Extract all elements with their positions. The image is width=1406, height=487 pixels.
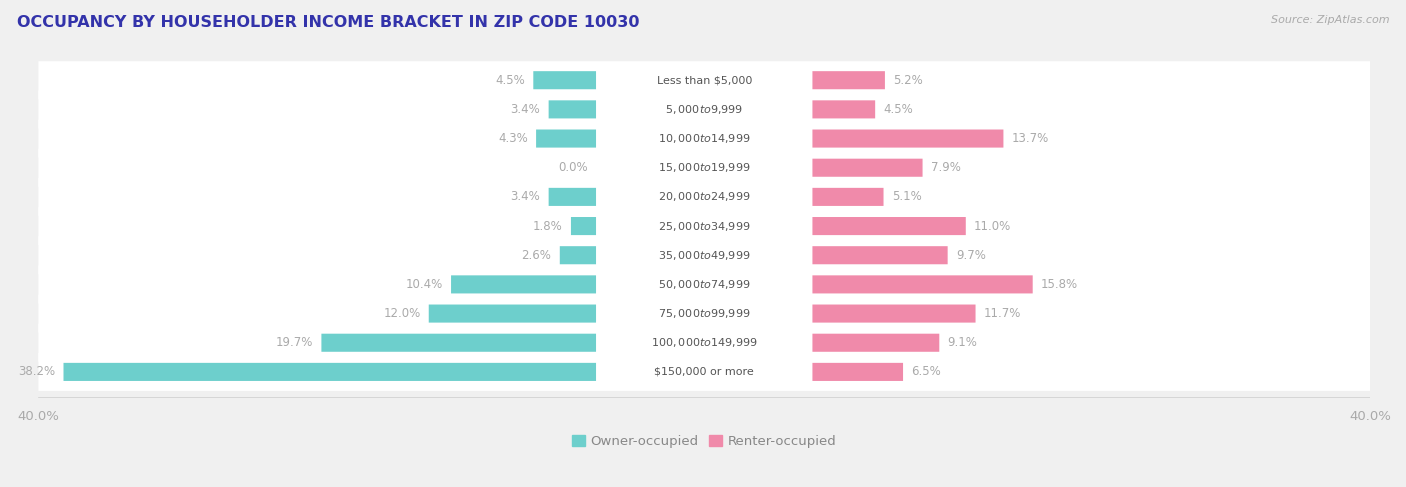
Text: 5.2%: 5.2% [893, 74, 922, 87]
FancyBboxPatch shape [38, 295, 1369, 333]
FancyBboxPatch shape [548, 100, 596, 118]
FancyBboxPatch shape [38, 353, 1369, 391]
FancyBboxPatch shape [813, 334, 939, 352]
FancyBboxPatch shape [813, 159, 922, 177]
Text: 9.7%: 9.7% [956, 249, 986, 262]
FancyBboxPatch shape [38, 324, 1369, 362]
Text: $10,000 to $14,999: $10,000 to $14,999 [658, 132, 751, 145]
FancyBboxPatch shape [38, 120, 1369, 157]
FancyBboxPatch shape [813, 130, 1004, 148]
Text: 13.7%: 13.7% [1012, 132, 1049, 145]
FancyBboxPatch shape [813, 188, 883, 206]
FancyBboxPatch shape [813, 363, 903, 381]
FancyBboxPatch shape [38, 61, 1369, 99]
FancyBboxPatch shape [813, 246, 948, 264]
FancyBboxPatch shape [38, 91, 1369, 129]
FancyBboxPatch shape [429, 304, 596, 322]
FancyBboxPatch shape [813, 304, 976, 322]
Text: 3.4%: 3.4% [510, 190, 540, 204]
Text: $100,000 to $149,999: $100,000 to $149,999 [651, 336, 758, 349]
Legend: Owner-occupied, Renter-occupied: Owner-occupied, Renter-occupied [567, 430, 842, 453]
Text: 9.1%: 9.1% [948, 336, 977, 349]
Text: 1.8%: 1.8% [533, 220, 562, 233]
FancyBboxPatch shape [813, 100, 875, 118]
Text: 4.3%: 4.3% [498, 132, 527, 145]
Text: 19.7%: 19.7% [276, 336, 314, 349]
FancyBboxPatch shape [38, 236, 1369, 274]
FancyBboxPatch shape [38, 149, 1369, 187]
Text: $150,000 or more: $150,000 or more [654, 367, 754, 377]
FancyBboxPatch shape [451, 275, 596, 294]
Text: 12.0%: 12.0% [384, 307, 420, 320]
FancyBboxPatch shape [322, 334, 596, 352]
Text: $50,000 to $74,999: $50,000 to $74,999 [658, 278, 751, 291]
Text: $25,000 to $34,999: $25,000 to $34,999 [658, 220, 751, 233]
Text: 11.7%: 11.7% [984, 307, 1021, 320]
FancyBboxPatch shape [38, 178, 1369, 216]
FancyBboxPatch shape [813, 71, 884, 89]
Text: 7.9%: 7.9% [931, 161, 960, 174]
Text: 5.1%: 5.1% [891, 190, 921, 204]
FancyBboxPatch shape [536, 130, 596, 148]
Text: $75,000 to $99,999: $75,000 to $99,999 [658, 307, 751, 320]
FancyBboxPatch shape [813, 275, 1032, 294]
FancyBboxPatch shape [548, 188, 596, 206]
Text: 38.2%: 38.2% [18, 365, 55, 378]
FancyBboxPatch shape [560, 246, 596, 264]
Text: 2.6%: 2.6% [522, 249, 551, 262]
Text: 0.0%: 0.0% [558, 161, 588, 174]
Text: 6.5%: 6.5% [911, 365, 941, 378]
FancyBboxPatch shape [533, 71, 596, 89]
Text: $35,000 to $49,999: $35,000 to $49,999 [658, 249, 751, 262]
Text: $5,000 to $9,999: $5,000 to $9,999 [665, 103, 744, 116]
Text: $15,000 to $19,999: $15,000 to $19,999 [658, 161, 751, 174]
Text: 10.4%: 10.4% [405, 278, 443, 291]
Text: 3.4%: 3.4% [510, 103, 540, 116]
FancyBboxPatch shape [63, 363, 596, 381]
Text: 11.0%: 11.0% [974, 220, 1011, 233]
Text: $20,000 to $24,999: $20,000 to $24,999 [658, 190, 751, 204]
FancyBboxPatch shape [38, 265, 1369, 303]
FancyBboxPatch shape [38, 207, 1369, 245]
Text: 15.8%: 15.8% [1040, 278, 1078, 291]
Text: OCCUPANCY BY HOUSEHOLDER INCOME BRACKET IN ZIP CODE 10030: OCCUPANCY BY HOUSEHOLDER INCOME BRACKET … [17, 15, 640, 30]
Text: 4.5%: 4.5% [495, 74, 524, 87]
Text: Source: ZipAtlas.com: Source: ZipAtlas.com [1271, 15, 1389, 25]
FancyBboxPatch shape [571, 217, 596, 235]
Text: 4.5%: 4.5% [883, 103, 914, 116]
FancyBboxPatch shape [813, 217, 966, 235]
Text: Less than $5,000: Less than $5,000 [657, 75, 752, 85]
